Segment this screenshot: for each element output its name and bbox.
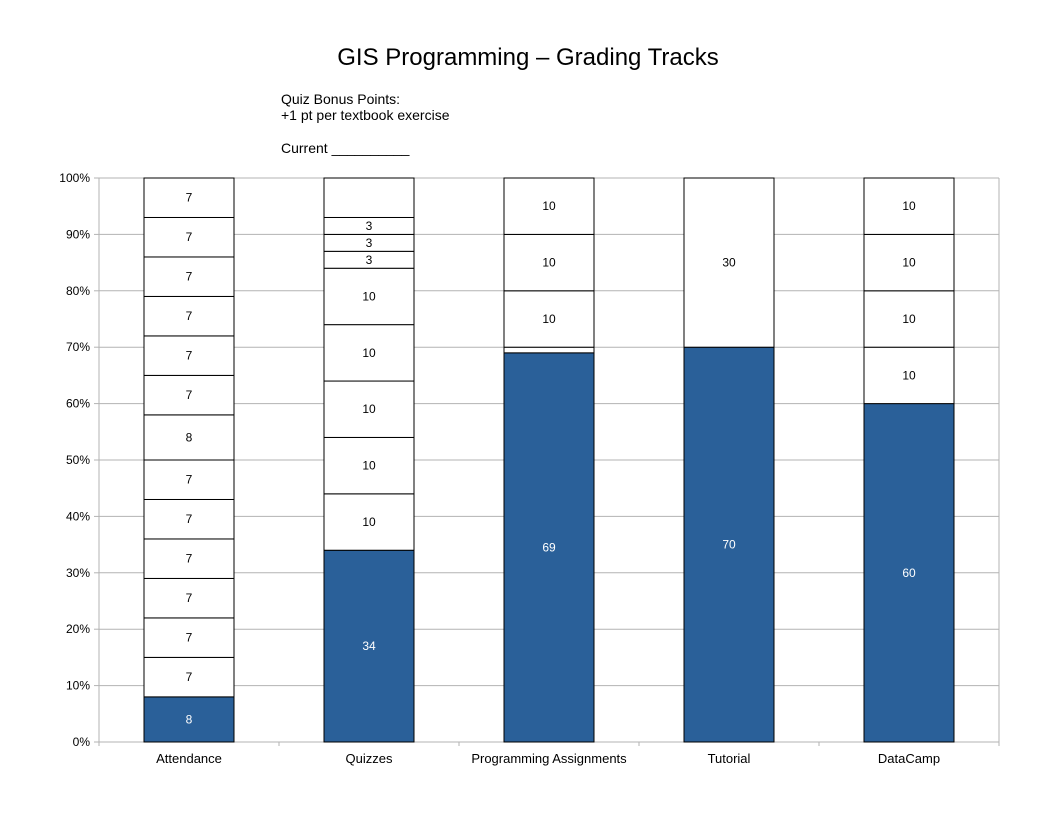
bar-segment-label: 10 <box>542 199 556 213</box>
bar-segment-label: 10 <box>902 312 916 326</box>
bar-segment <box>323 267 415 326</box>
bar-segment-label: 3 <box>366 253 373 267</box>
bar-segment-label: 10 <box>542 256 556 270</box>
y-tick-label: 40% <box>66 509 90 523</box>
bar-segment-label: 3 <box>366 236 373 250</box>
bar-segment <box>683 346 775 743</box>
bar-segment-label: 7 <box>186 552 193 566</box>
bar-segment-label: 10 <box>902 199 916 213</box>
y-tick-label: 70% <box>66 340 90 354</box>
x-category-label: Quizzes <box>346 751 393 766</box>
bar-segment <box>143 459 235 500</box>
bar-segment-label: 10 <box>362 402 376 416</box>
bar-segment <box>143 177 235 218</box>
x-category-label: Programming Assignments <box>471 751 627 766</box>
bar-segment <box>863 346 955 405</box>
bar-segment <box>143 656 235 698</box>
bar-segment-label: 34 <box>362 639 376 653</box>
bar-segment-label: 69 <box>542 540 556 554</box>
y-tick-label: 90% <box>66 227 90 241</box>
bar-segment-label: 10 <box>362 346 376 360</box>
bar-segment <box>503 346 595 354</box>
bonus-note-heading: Quiz Bonus Points: <box>281 91 401 107</box>
bar-segment-label: 7 <box>186 512 193 526</box>
y-tick-label: 80% <box>66 284 90 298</box>
y-tick-label: 100% <box>59 171 90 185</box>
bar-segment <box>863 290 955 348</box>
bar-segment-label: 7 <box>186 309 193 323</box>
bar-segment <box>143 335 235 376</box>
bar-segment-label: 7 <box>186 388 193 402</box>
bar-segment <box>143 577 235 619</box>
bar-segment <box>683 177 775 348</box>
y-tick-label: 30% <box>66 566 90 580</box>
bar-segment-label: 10 <box>542 312 556 326</box>
bar-segment-label: 7 <box>186 191 193 205</box>
bar-segment-label: 10 <box>902 256 916 270</box>
y-tick-label: 50% <box>66 453 90 467</box>
bar-segment <box>143 696 235 743</box>
x-category-label: DataCamp <box>878 751 940 766</box>
bar-segment <box>323 436 415 495</box>
bar-segment <box>143 617 235 658</box>
bar-segment-label: 7 <box>186 631 193 645</box>
bar-segment-label: 7 <box>186 473 193 487</box>
y-tick-label: 10% <box>66 679 90 693</box>
bar-segment <box>863 403 955 743</box>
bar-segment-label: 7 <box>186 349 193 363</box>
bar-segment-label: 7 <box>186 670 193 684</box>
bar-segment <box>143 256 235 297</box>
bar-segment <box>503 290 595 348</box>
bar-segment <box>503 177 595 235</box>
bar-segment-label: 70 <box>722 538 736 552</box>
bar-segment-label: 30 <box>722 256 736 270</box>
bar-segment-label: 7 <box>186 591 193 605</box>
bar-segment <box>143 374 235 416</box>
bar-segment-label: 8 <box>186 712 193 726</box>
bar-segment-label: 10 <box>902 368 916 382</box>
bar-segment <box>143 295 235 337</box>
y-tick-label: 20% <box>66 622 90 636</box>
bar-segment <box>323 549 415 743</box>
x-category-label: Tutorial <box>708 751 751 766</box>
bar-segment <box>323 177 415 218</box>
bar-segment <box>143 414 235 461</box>
chart-title: GIS Programming – Grading Tracks <box>337 44 719 71</box>
bar-segment <box>863 177 955 235</box>
bar-segment <box>323 493 415 551</box>
bar-segment-label: 3 <box>366 219 373 233</box>
bar-segment-label: 7 <box>186 230 193 244</box>
bar-segment <box>323 324 415 382</box>
bar-segment-label: 10 <box>362 459 376 473</box>
bar-segment-label: 8 <box>186 430 193 444</box>
bar-segment-label: 10 <box>362 289 376 303</box>
bar-segment <box>143 498 235 540</box>
x-category-label: Attendance <box>156 751 222 766</box>
y-tick-label: 60% <box>66 397 90 411</box>
bar-segment <box>323 380 415 438</box>
bar-segment-label: 10 <box>362 515 376 529</box>
bar-segment-label: 7 <box>186 270 193 284</box>
y-tick-label: 0% <box>73 735 91 749</box>
bar-segment-label: 60 <box>902 566 916 580</box>
current-score-field: Current __________ <box>281 140 410 156</box>
bonus-note-detail: +1 pt per textbook exercise <box>281 107 450 123</box>
